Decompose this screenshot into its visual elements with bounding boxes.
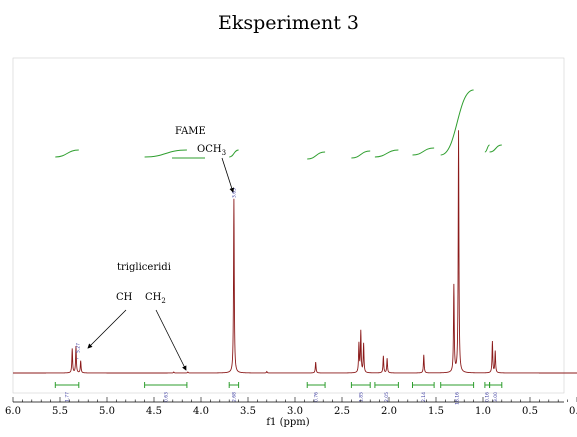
integral-value: 18.16 (455, 392, 461, 405)
annotation-ch2: CH2 (145, 292, 166, 305)
x-tick-label: 3.0 (287, 406, 303, 417)
integral-curve-6 (412, 147, 435, 156)
integral-bracket: 3.00 (489, 382, 503, 402)
integral-curves (55, 89, 502, 160)
integral-value: 0.16 (485, 392, 491, 402)
x-tick-label: 1.0 (475, 406, 491, 417)
integral-curve-2 (229, 149, 239, 158)
integral-value: 2.68 (231, 392, 237, 402)
annotation-fame: FAME (175, 126, 206, 137)
arrow-och3 (221, 157, 235, 193)
integral-bracket: 1.85 (350, 382, 371, 402)
integral-bracket: 2.14 (412, 382, 435, 402)
integral-value: 2.05 (384, 392, 390, 402)
x-tick-label: 0.0 (569, 406, 577, 417)
x-tick-label: 5.0 (99, 406, 115, 417)
peak-label: 3.65 (231, 188, 237, 198)
integral-bracket: 18.16 (440, 382, 475, 405)
integral-curve-7 (440, 89, 474, 156)
x-tick-label: 5.5 (52, 406, 68, 417)
integral-curve-3 (307, 151, 326, 160)
x-axis-label: f1 (ppm) (266, 417, 309, 428)
annotation-ch2-subscript: 2 (161, 297, 165, 305)
peak-labels: 5.27 3.65 (75, 188, 237, 359)
integral-value: 1.85 (358, 392, 364, 402)
integral-curve-1 (144, 149, 187, 158)
integral-bracket: 0.76 (306, 382, 326, 402)
x-tick-label: 4.5 (146, 406, 162, 417)
integral-bracket: 2.05 (374, 382, 399, 402)
arrow-ch2 (155, 309, 187, 371)
x-tick-label: 0.5 (522, 406, 538, 417)
integral-value: 1.77 (65, 392, 71, 402)
arrow-ch (87, 309, 127, 349)
annotation-och3-text: OCH (197, 144, 222, 155)
integral-bracket: 1.77 (54, 382, 80, 402)
peak-label: 5.27 (75, 343, 81, 359)
plot-border (12, 57, 565, 394)
x-tick-label: 1.5 (428, 406, 444, 417)
integral-curve-8 (484, 144, 490, 153)
svg-text:5.27: 5.27 (75, 343, 81, 353)
integral-curve-5 (374, 149, 399, 158)
x-tick-label: 4.0 (193, 406, 209, 417)
integral-value: 2.14 (421, 392, 427, 402)
annotation-trigliceridi: trigliceridi (117, 262, 171, 273)
chart-title: Eksperiment 3 (218, 12, 359, 34)
annotation-ch2-text: CH (145, 292, 162, 303)
x-tick-label: 6.0 (5, 406, 21, 417)
integral-curve-4 (351, 150, 371, 159)
annotations: FAME OCH3 trigliceridi CH CH2 (87, 126, 235, 371)
x-axis: 6.0 5.5 5.0 4.5 4.0 3.5 3.0 2.5 2.0 1.5 1.0 0.5 0.0 f… (5, 397, 577, 428)
integral-bracket: 2.68 (228, 382, 240, 402)
integral-bracket: 0.63 (144, 382, 188, 402)
svg-text:3.65: 3.65 (231, 188, 237, 198)
integral-curve-9 (489, 144, 502, 153)
integral-brackets: 1.77 0.63 2.68 0.76 1.85 2.05 2.14 18.16 0.16 3.0… (54, 382, 503, 405)
plot-frame (12, 57, 565, 394)
integral-value: 0.76 (314, 392, 320, 402)
x-tick-label: 2.0 (381, 406, 397, 417)
x-tick-label: 3.5 (240, 406, 256, 417)
annotation-och3: OCH3 (197, 144, 226, 157)
integral-value: 3.00 (493, 392, 499, 402)
x-tick-label: 2.5 (334, 406, 350, 417)
spectrum-trace-group (13, 130, 577, 374)
annotation-och3-subscript: 3 (222, 149, 226, 157)
integral-value: 0.63 (163, 392, 169, 402)
annotation-ch: CH (116, 292, 133, 303)
spectrum-trace (13, 130, 577, 374)
integral-curve-0 (55, 149, 79, 158)
